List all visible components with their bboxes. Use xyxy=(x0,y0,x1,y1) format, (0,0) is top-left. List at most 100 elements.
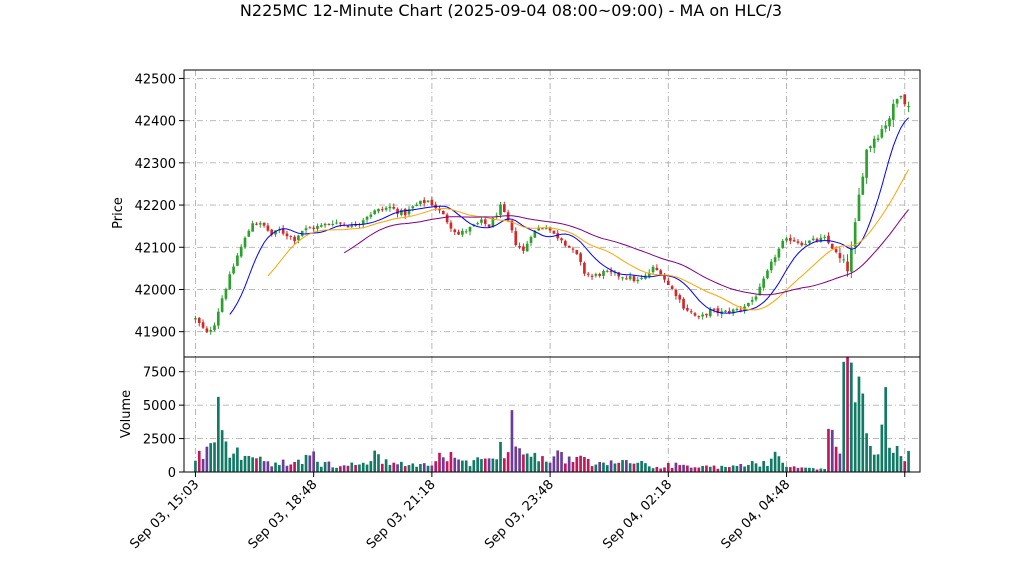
volume-bar xyxy=(461,460,464,472)
candle-body xyxy=(762,278,765,288)
candle-body xyxy=(838,253,842,259)
volume-bar xyxy=(819,468,823,472)
candles xyxy=(194,94,910,335)
volume-bar xyxy=(808,467,811,472)
candle-body xyxy=(411,206,415,209)
price-panel-frame xyxy=(183,69,921,358)
volume-bar xyxy=(701,465,704,472)
volume-bar xyxy=(789,467,792,472)
candle-body xyxy=(400,209,403,215)
candle-body xyxy=(850,248,853,272)
volume-tick-label: 2500 xyxy=(143,433,176,448)
candle-body xyxy=(655,267,659,271)
volume-bar xyxy=(476,457,479,472)
volume-bar xyxy=(747,464,750,472)
candle-body xyxy=(571,248,575,250)
candle-body xyxy=(487,224,491,228)
volume-bar xyxy=(552,456,556,472)
candle-body xyxy=(663,275,666,280)
volume-bar xyxy=(842,361,846,472)
candle-body xyxy=(880,129,884,138)
candle-body xyxy=(747,302,750,307)
candle-body xyxy=(659,270,663,276)
candle-body xyxy=(552,230,556,234)
volume-bar xyxy=(339,466,342,472)
volume-bar xyxy=(705,465,708,472)
volume-bar xyxy=(625,460,628,472)
candle-body xyxy=(422,200,426,204)
volume-bar xyxy=(613,463,617,472)
volume-bar xyxy=(220,430,224,472)
candle-body xyxy=(819,237,823,242)
candle-body xyxy=(876,138,880,140)
candle-body xyxy=(628,276,632,280)
candle-body xyxy=(560,238,563,241)
candle-body xyxy=(625,278,628,280)
volume-bar xyxy=(647,466,651,472)
candle-body xyxy=(830,243,834,249)
volume-bar xyxy=(895,446,899,472)
volume-bar xyxy=(205,446,209,472)
volume-bar xyxy=(533,452,537,472)
candle-body xyxy=(220,298,224,312)
volume-bar xyxy=(621,460,624,472)
volume-bar xyxy=(453,457,457,472)
candle-body xyxy=(266,225,270,231)
volume-bar xyxy=(228,457,232,472)
candle-body xyxy=(483,219,487,224)
volume-bar xyxy=(502,458,506,472)
volume-bar xyxy=(556,450,560,472)
price-grid xyxy=(184,70,920,357)
volume-bar xyxy=(560,451,563,472)
candle-body xyxy=(384,207,388,210)
candle-body xyxy=(239,246,243,257)
volume-bar xyxy=(815,469,819,472)
volume-bar xyxy=(666,462,670,472)
candle-body xyxy=(827,235,830,243)
volume-bar xyxy=(754,463,758,472)
candle-body xyxy=(304,228,308,231)
candle-body xyxy=(583,262,586,274)
candle-body xyxy=(758,286,762,296)
volume-bar xyxy=(670,467,674,472)
volume-bar xyxy=(396,464,399,472)
candle-body xyxy=(602,270,605,276)
volume-bar xyxy=(693,467,697,472)
candle-body xyxy=(308,227,312,229)
candle-body xyxy=(522,246,525,251)
volume-bar xyxy=(380,463,384,472)
candle-body xyxy=(392,206,396,209)
volume-bar xyxy=(838,453,842,472)
volume-tick-label: 0 xyxy=(168,466,176,481)
volume-bar xyxy=(781,462,785,472)
candle-body xyxy=(716,308,720,314)
volume-bar xyxy=(804,467,807,472)
volume-bar xyxy=(369,461,373,472)
candle-body xyxy=(453,229,457,233)
x-tick-label: Sep 03, 15:03 xyxy=(127,477,202,552)
volume-bar xyxy=(827,428,830,472)
price-tick-label: 42000 xyxy=(135,283,176,298)
price-tick-label: 41900 xyxy=(135,326,176,341)
candle-body xyxy=(445,214,449,223)
volume-bar xyxy=(586,458,590,472)
volume-bar xyxy=(899,456,903,472)
candle-body xyxy=(731,309,735,314)
volume-bar xyxy=(373,450,377,472)
volume-bar xyxy=(865,433,868,472)
volume-bar xyxy=(468,466,472,472)
candle-body xyxy=(232,266,235,274)
candle-body xyxy=(339,222,342,224)
candle-body xyxy=(865,149,868,178)
volume-bar xyxy=(907,450,910,472)
candle-body xyxy=(213,325,216,331)
volume-bar xyxy=(800,467,804,472)
candle-body xyxy=(853,222,857,248)
volume-bar xyxy=(449,451,453,472)
candle-body xyxy=(590,275,594,277)
volume-bar xyxy=(236,447,239,472)
volume-bar xyxy=(514,446,518,472)
price-tick-label: 42300 xyxy=(135,157,176,172)
x-tick-label: Sep 03, 23:48 xyxy=(482,477,557,552)
